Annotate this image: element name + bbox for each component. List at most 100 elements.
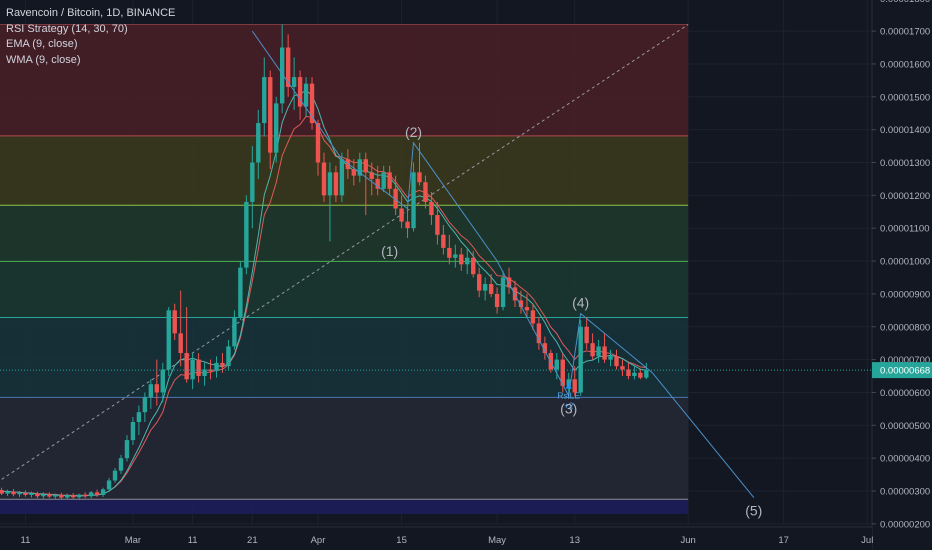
- fib-band: [0, 261, 689, 318]
- wave-label: (1): [381, 243, 398, 259]
- candle-body: [459, 254, 464, 265]
- candle-body: [303, 83, 309, 107]
- candle-body: [476, 274, 482, 291]
- candle-body: [417, 172, 422, 183]
- candle-body: [82, 494, 88, 497]
- candle-body: [500, 277, 506, 308]
- candle-body: [327, 172, 333, 196]
- time-tick-label: 13: [569, 535, 580, 546]
- candle-body: [88, 492, 94, 497]
- candle-body: [226, 346, 231, 367]
- elliott-wave[interactable]: (1) (2) (3) (4) (5) RsiLE+2: [251, 30, 762, 519]
- symbol-title: Ravencoin / Bitcoin, 1D, BINANCE: [6, 7, 176, 19]
- candle-body: [315, 123, 321, 163]
- candle-body: [35, 493, 40, 497]
- candle-body: [65, 495, 70, 498]
- price-axis-bg: [872, 0, 932, 550]
- candle-body: [285, 47, 291, 87]
- last-price-tag: [872, 362, 932, 379]
- candle-body: [363, 159, 368, 173]
- candle-body: [160, 369, 165, 393]
- candle-body: [524, 307, 530, 311]
- indicator-wma[interactable]: WMA (9, close): [6, 53, 81, 66]
- time-tick-label: 11: [188, 535, 198, 546]
- candle-body: [488, 284, 494, 294]
- candle-body: [0, 490, 4, 494]
- price-tick-label: 0.00001800: [880, 0, 930, 5]
- wave-label: (2): [405, 124, 422, 140]
- candle-body: [214, 362, 219, 372]
- candle-body: [291, 77, 297, 87]
- candle-body: [94, 492, 100, 495]
- price-tick-label: 0.00001100: [880, 224, 930, 235]
- candle-body: [202, 369, 207, 377]
- wave-label: (3): [560, 401, 577, 417]
- candle-body: [274, 103, 279, 153]
- candle-body: [118, 458, 124, 471]
- candle-body: [357, 159, 362, 176]
- time-tick-label: 11: [21, 535, 31, 546]
- candle-body: [5, 491, 10, 494]
- candle-body: [441, 234, 446, 248]
- trend-diagonal[interactable]: [0, 24, 689, 500]
- price-tick-label: 0.00000300: [880, 487, 930, 498]
- candle-body: [71, 495, 76, 498]
- candle-body: [297, 77, 303, 107]
- candle-body: [124, 440, 130, 459]
- candle-body: [620, 366, 625, 370]
- price-tick-label: 0.00001300: [880, 158, 930, 169]
- time-axis-bg: [0, 527, 872, 550]
- candle-body: [351, 169, 357, 176]
- indicator-ema[interactable]: EMA (9, close): [6, 38, 78, 50]
- price-tick-label: 0.00000700: [880, 355, 930, 366]
- candle-body: [244, 201, 249, 268]
- candle-body: [429, 201, 434, 216]
- rsi-signal-arrow: [565, 382, 572, 389]
- time-tick-label: Apr: [311, 535, 326, 546]
- fib-band: [0, 24, 689, 136]
- candle-body: [638, 372, 643, 378]
- price-tick-label: 0.00000800: [880, 322, 930, 333]
- candle-body: [136, 412, 142, 423]
- candle-body: [411, 172, 416, 229]
- candle-body: [166, 310, 171, 370]
- time-tick-label: 15: [396, 535, 407, 546]
- candle-body: [333, 172, 339, 196]
- rsi-signal-sub: +2: [564, 402, 574, 411]
- candle-body: [172, 310, 177, 334]
- rsi-signal-label: RsiLE: [557, 391, 580, 401]
- price-tick-label: 0.00000500: [880, 421, 930, 432]
- candle-body: [184, 353, 189, 380]
- candle-body: [560, 359, 565, 386]
- price-tick-label: 0.00000400: [880, 454, 930, 465]
- fib-band: [0, 499, 689, 514]
- candle-body: [262, 77, 267, 124]
- last-price-label: 0.00000668: [880, 366, 930, 377]
- candle-body: [590, 343, 595, 357]
- candle-body: [614, 356, 619, 367]
- candle-body: [100, 489, 106, 495]
- candle-body: [608, 356, 613, 360]
- candle-body: [232, 316, 237, 347]
- candle-body: [423, 182, 428, 202]
- diagonal-line: [0, 24, 689, 482]
- time-tick-label: May: [488, 535, 506, 546]
- candle-body: [29, 493, 34, 495]
- candle-body: [148, 384, 154, 398]
- fibonacci-retracement[interactable]: 0.236(0.00001381)0.382(0.00001170)0.5(0.…: [0, 24, 689, 514]
- wave-label: (5): [745, 503, 762, 519]
- wave-path: [251, 30, 755, 498]
- candle-body: [53, 494, 58, 497]
- candle-body: [106, 480, 112, 490]
- candle-body: [435, 215, 440, 235]
- candle-body: [47, 494, 52, 497]
- candle-body: [196, 359, 201, 377]
- chart-legend: Ravencoin / Bitcoin, 1D, BINANCE RSI Str…: [6, 6, 175, 68]
- candle-body: [596, 346, 601, 357]
- candle-body: [465, 257, 470, 265]
- candle-body: [112, 470, 118, 481]
- price-tick-label: 0.00001000: [880, 257, 930, 268]
- candle-body: [644, 370, 649, 378]
- indicator-rsi[interactable]: RSI Strategy (14, 30, 70): [6, 22, 128, 35]
